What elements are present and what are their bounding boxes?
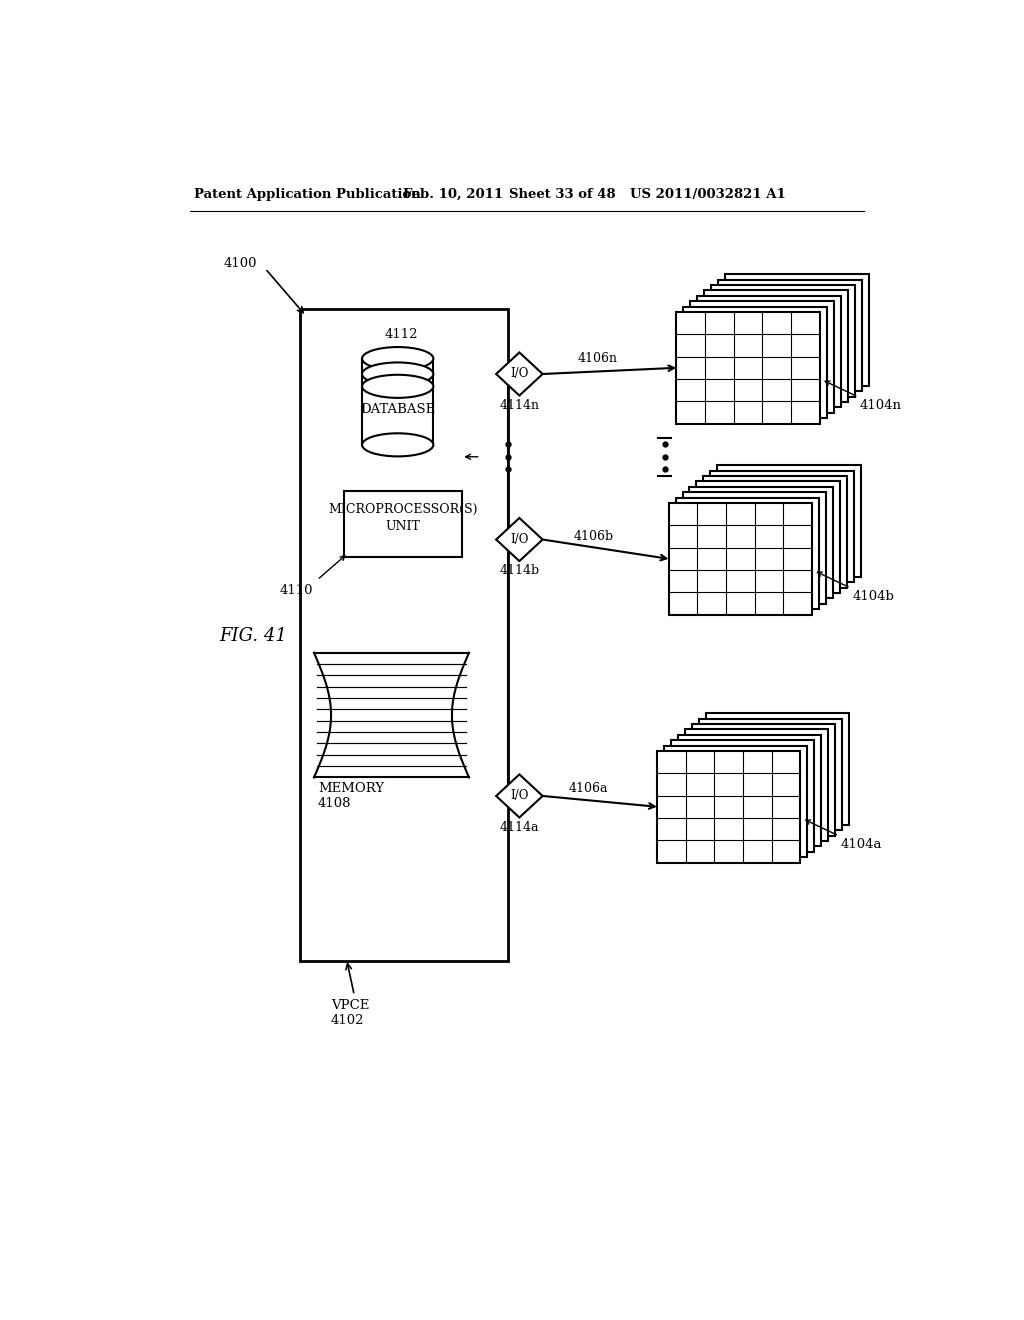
Text: Patent Application Publication: Patent Application Publication — [194, 187, 421, 201]
Bar — [657, 751, 801, 862]
Bar — [676, 312, 819, 424]
Ellipse shape — [362, 375, 433, 397]
Polygon shape — [496, 775, 543, 817]
Text: 4112: 4112 — [385, 327, 419, 341]
Text: Feb. 10, 2011: Feb. 10, 2011 — [403, 187, 503, 201]
Bar — [676, 498, 819, 610]
Text: 4104n: 4104n — [860, 399, 902, 412]
Bar — [344, 491, 462, 557]
Text: Sheet 33 of 48: Sheet 33 of 48 — [509, 187, 615, 201]
Bar — [703, 477, 847, 587]
Bar — [671, 741, 814, 851]
Text: 4114b: 4114b — [500, 564, 540, 577]
Bar — [706, 713, 849, 825]
Text: 4104a: 4104a — [841, 838, 882, 850]
Text: 4100: 4100 — [224, 257, 257, 271]
Ellipse shape — [362, 347, 433, 370]
Text: US 2011/0032821 A1: US 2011/0032821 A1 — [630, 187, 786, 201]
Bar — [725, 275, 868, 385]
Bar — [678, 735, 821, 846]
Text: 4106n: 4106n — [578, 351, 617, 364]
Ellipse shape — [362, 433, 433, 457]
Bar — [698, 718, 842, 830]
Text: I/O: I/O — [510, 789, 528, 803]
Text: I/O: I/O — [510, 533, 528, 546]
Text: MEMORY
4108: MEMORY 4108 — [317, 781, 384, 810]
Bar — [718, 465, 861, 577]
Ellipse shape — [362, 363, 433, 385]
Bar — [690, 301, 834, 413]
Bar — [664, 746, 807, 857]
Bar — [669, 503, 812, 615]
Text: 4110: 4110 — [280, 583, 313, 597]
Bar — [696, 482, 840, 593]
Bar — [692, 723, 836, 836]
Bar — [683, 492, 826, 603]
Bar — [712, 285, 855, 397]
Text: 4106b: 4106b — [573, 531, 614, 543]
Text: MICROPROCESSOR(S)
UNIT: MICROPROCESSOR(S) UNIT — [329, 503, 478, 533]
Text: 4114a: 4114a — [500, 821, 539, 834]
Bar — [718, 280, 861, 391]
Bar — [697, 296, 841, 408]
Text: FIG. 41: FIG. 41 — [219, 627, 288, 644]
Polygon shape — [496, 352, 543, 396]
Polygon shape — [314, 653, 469, 777]
Bar — [683, 306, 826, 418]
Text: VPCE
4102: VPCE 4102 — [331, 999, 370, 1027]
Bar — [362, 359, 433, 445]
Text: I/O: I/O — [510, 367, 528, 380]
Text: DATABASE: DATABASE — [360, 403, 435, 416]
Bar — [705, 290, 848, 403]
Text: 4114n: 4114n — [500, 399, 540, 412]
Bar — [711, 471, 854, 582]
Text: 4104b: 4104b — [852, 590, 894, 603]
Bar — [685, 730, 828, 841]
Bar — [300, 309, 508, 961]
Polygon shape — [496, 517, 543, 561]
Bar — [689, 487, 833, 598]
Text: 4106a: 4106a — [568, 783, 608, 795]
